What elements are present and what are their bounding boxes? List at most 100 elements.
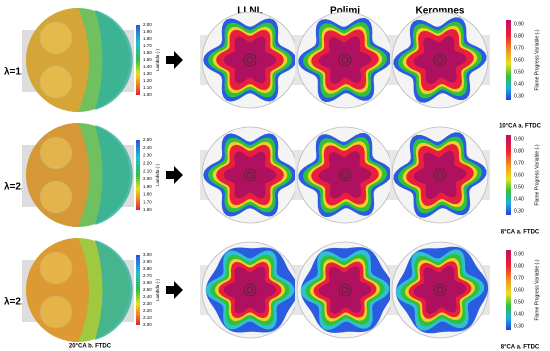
column-header: Keromnes — [416, 6, 465, 17]
valve — [39, 295, 73, 329]
spark-plug — [433, 168, 447, 182]
colorbar-tick-label: 0.30 — [514, 208, 524, 214]
colorbar — [136, 140, 140, 210]
colorbar-tick-label: 2.00 — [143, 22, 152, 27]
colorbar-tick-label: 1.80 — [143, 36, 152, 41]
lambda-region — [95, 10, 133, 110]
colorbar-title: Flame Progress Variable (-) — [534, 144, 540, 205]
time-caption: 10°CA a. FTDC — [499, 124, 542, 130]
colorbar-tick-label: 1.70 — [143, 199, 152, 204]
spark-plug — [436, 286, 444, 294]
lambda-region — [95, 125, 133, 225]
colorbar-tick-label: 0.50 — [514, 299, 524, 305]
flame-core — [318, 151, 372, 199]
colorbar-tick-label: 0.90 — [514, 21, 524, 27]
colorbar-tick-label: 3.00 — [143, 252, 152, 257]
colorbar-tick-label: 1.80 — [143, 192, 152, 197]
valve — [39, 65, 73, 99]
colorbar-tick-label: 0.30 — [514, 323, 524, 329]
spark-plug — [433, 53, 447, 67]
flame-core — [223, 36, 277, 84]
colorbar-tick-label: 1.20 — [143, 78, 152, 83]
colorbar-tick-label: 0.70 — [514, 275, 524, 281]
time-caption: 20°CA b. FTDC — [69, 344, 112, 350]
spark-plug — [246, 286, 254, 294]
colorbar-tick-label: 1.30 — [143, 71, 152, 76]
flame-core — [318, 266, 372, 314]
column-header: LLNL — [237, 6, 263, 17]
colorbar-tick-label: 0.70 — [514, 160, 524, 166]
valve — [39, 180, 73, 214]
time-caption: 8°CA a. FTDC — [501, 345, 540, 351]
colorbar-tick-label: 1.60 — [143, 207, 152, 212]
colorbar-tick-label: 2.30 — [143, 153, 152, 158]
colorbar-tick-label: 0.80 — [514, 148, 524, 154]
colorbar-tick-label: 2.40 — [143, 145, 152, 150]
spark-plug — [338, 283, 352, 297]
colorbar-title: Lambda (-) — [155, 163, 160, 186]
colorbar-tick-label: 0.40 — [514, 81, 524, 87]
colorbar-tick-label: 0.60 — [514, 57, 524, 63]
colorbar — [506, 250, 511, 330]
arrow — [166, 281, 183, 299]
colorbar-tick-label: 1.10 — [143, 85, 152, 90]
colorbar — [506, 135, 511, 215]
flame-core — [318, 36, 372, 84]
flame-core — [413, 36, 467, 84]
colorbar — [136, 255, 140, 325]
colorbar-tick-label: 0.50 — [514, 184, 524, 190]
colorbar-title: Flame Progress Variable (-) — [534, 29, 540, 90]
colorbar-tick-label: 0.60 — [514, 172, 524, 178]
flame-core — [413, 151, 467, 199]
colorbar-tick-label: 2.50 — [143, 287, 152, 292]
colorbar-tick-label: 2.00 — [143, 176, 152, 181]
colorbar-tick-label: 1.40 — [143, 64, 152, 69]
colorbar-tick-label: 2.30 — [143, 301, 152, 306]
row-label: λ=1.5 — [4, 67, 30, 78]
colorbar-tick-label: 1.70 — [143, 43, 152, 48]
colorbar-tick-label: 0.80 — [514, 33, 524, 39]
colorbar-tick-label: 2.00 — [143, 322, 152, 327]
colorbar-tick-label: 2.70 — [143, 273, 152, 278]
spark-plug — [243, 168, 257, 182]
column-header: Polimi — [330, 6, 360, 17]
spark-plug — [246, 171, 254, 179]
row-label: λ=2.0 — [4, 182, 30, 193]
spark-plug — [338, 53, 352, 67]
colorbar-tick-label: 0.70 — [514, 45, 524, 51]
spark-plug — [341, 171, 349, 179]
row-label: λ=2.5 — [4, 297, 30, 308]
colorbar-tick-label: 0.50 — [514, 69, 524, 75]
colorbar-title: Flame Progress Variable (-) — [534, 259, 540, 320]
spark-plug — [433, 283, 447, 297]
flame-core — [223, 151, 277, 199]
colorbar-tick-label: 2.20 — [143, 308, 152, 313]
colorbar — [136, 25, 140, 95]
colorbar — [506, 20, 511, 100]
colorbar-tick-label: 0.90 — [514, 251, 524, 257]
colorbar-tick-label: 1.50 — [143, 57, 152, 62]
colorbar-tick-label: 2.10 — [143, 168, 152, 173]
colorbar-tick-label: 1.90 — [143, 29, 152, 34]
spark-plug — [436, 56, 444, 64]
arrow — [166, 166, 183, 184]
flame-core — [223, 266, 277, 314]
colorbar-tick-label: 0.40 — [514, 311, 524, 317]
valve — [39, 21, 73, 55]
colorbar-tick-label: 1.90 — [143, 184, 152, 189]
spark-plug — [246, 56, 254, 64]
lambda-region — [95, 240, 133, 340]
colorbar-tick-label: 1.00 — [143, 92, 152, 97]
colorbar-tick-label: 2.40 — [143, 294, 152, 299]
colorbar-tick-label: 2.80 — [143, 266, 152, 271]
colorbar-tick-label: 0.80 — [514, 263, 524, 269]
spark-plug — [243, 283, 257, 297]
colorbar-tick-label: 2.50 — [143, 137, 152, 142]
time-caption: 8°CA a. FTDC — [501, 230, 540, 236]
spark-plug — [338, 168, 352, 182]
colorbar-tick-label: 0.60 — [514, 287, 524, 293]
colorbar-tick-label: 1.60 — [143, 50, 152, 55]
arrow — [166, 51, 183, 69]
colorbar-tick-label: 0.90 — [514, 136, 524, 142]
